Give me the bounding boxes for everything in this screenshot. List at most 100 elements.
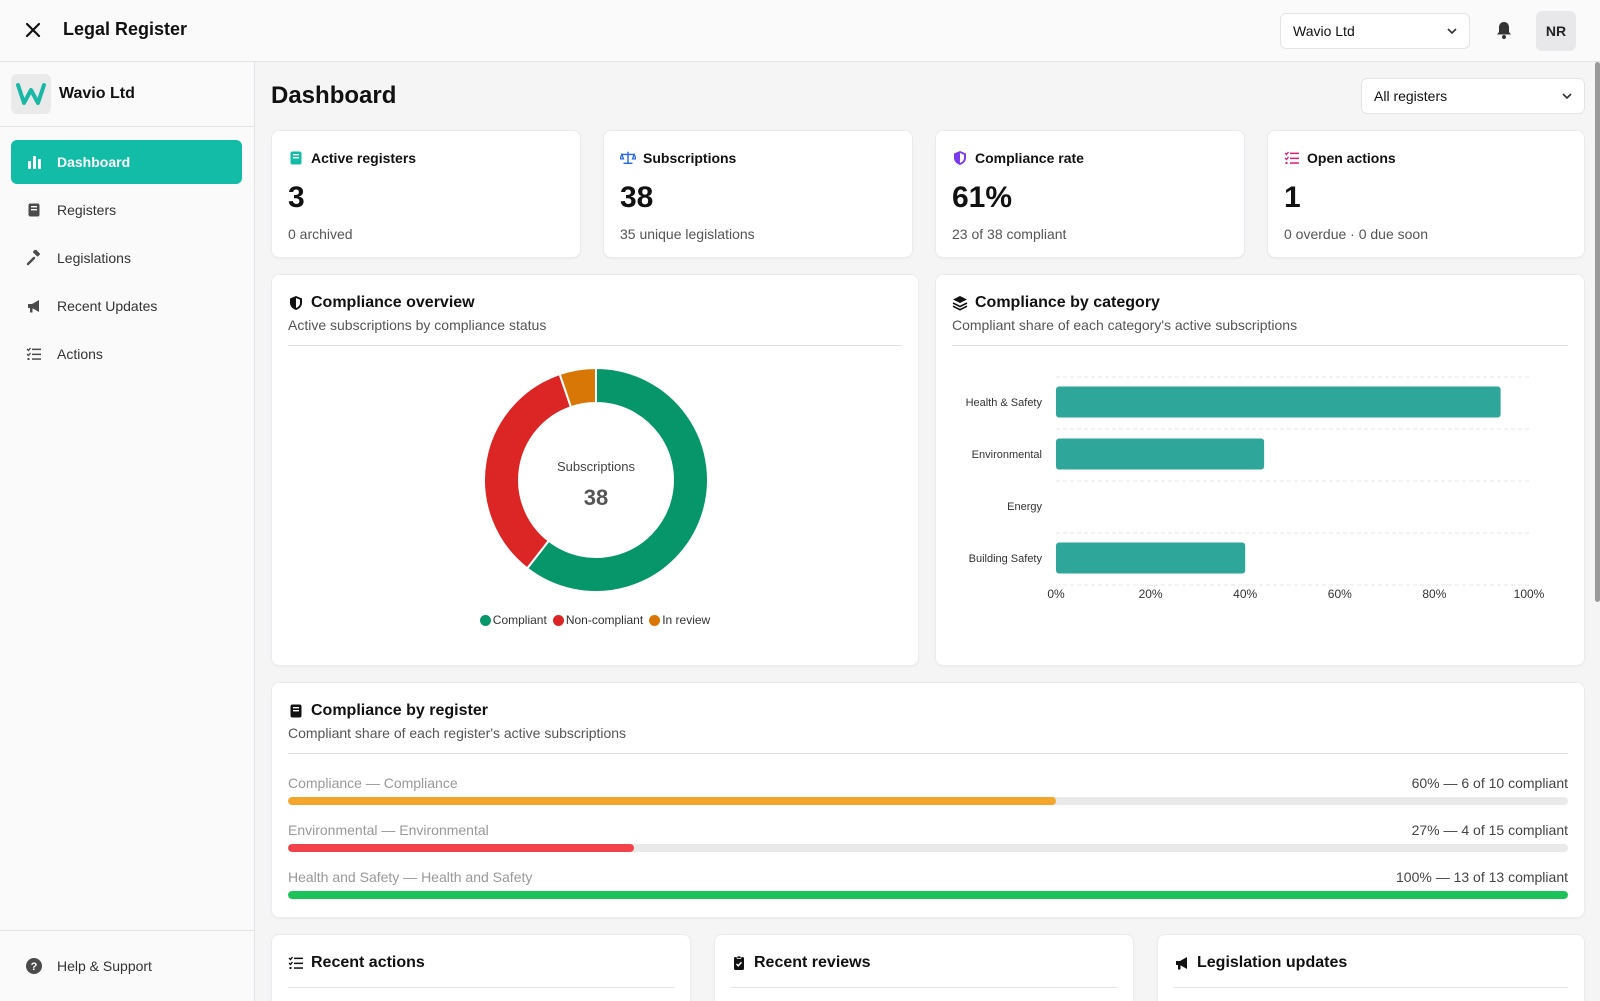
- divider: [288, 753, 1568, 754]
- app-title: Legal Register: [63, 19, 188, 39]
- progress-track: [288, 844, 1568, 852]
- progress-fill: [288, 797, 1056, 805]
- stat-value: 61%: [952, 181, 1013, 214]
- clipboard-check-icon: [731, 955, 747, 971]
- register-value: 27% — 4 of 15 compliant: [1411, 822, 1568, 838]
- megaphone-icon: [25, 297, 43, 315]
- help-icon: ?: [25, 957, 43, 975]
- help-support-link[interactable]: ? Help & Support: [0, 930, 254, 1001]
- x-tick-label: 80%: [1422, 587, 1446, 601]
- section-title: Compliance by register: [311, 702, 488, 719]
- donut-slice-in-review[interactable]: [558, 366, 597, 409]
- close-button[interactable]: [20, 17, 46, 43]
- wavio-logo-icon: [16, 83, 46, 105]
- donut-slice-non-compliant[interactable]: [483, 372, 573, 570]
- category-bar-chart: Health & Safety Environmental Energy Buildi…: [966, 376, 1545, 601]
- sidebar-item-label: Registers: [57, 202, 117, 218]
- legend-label: In review: [662, 613, 711, 627]
- legend-label: Non-compliant: [565, 613, 644, 627]
- checklist-icon: [288, 955, 304, 971]
- stat-card-open-actions: Open actions 1 0 overdue · 0 due soon: [1267, 130, 1585, 258]
- legend-item: Non-compliant: [552, 613, 644, 627]
- compliance-by-register-card: Compliance by register Compliant share o…: [271, 682, 1585, 918]
- category-bar[interactable]: [1056, 386, 1501, 418]
- org-select-value: Wavio Ltd: [1293, 23, 1355, 39]
- sidebar-item-recent-updates[interactable]: Recent Updates: [11, 284, 242, 328]
- sidebar-item-legislations[interactable]: Legislations: [11, 236, 242, 280]
- section-subtitle: Compliant share of each category's activ…: [952, 317, 1298, 333]
- sidebar-nav: Dashboard Registers Legislations Recent …: [11, 140, 242, 380]
- stat-title: Subscriptions: [643, 150, 737, 166]
- sidebar-item-label: Actions: [57, 346, 103, 362]
- x-tick-label: 40%: [1233, 587, 1257, 601]
- stat-subtext: 23 of 38 compliant: [952, 226, 1067, 242]
- register-value: 100% — 13 of 13 compliant: [1396, 869, 1568, 885]
- register-label: Compliance — Compliance: [288, 775, 458, 791]
- book-icon: [25, 201, 43, 219]
- section-subtitle: Active subscriptions by compliance statu…: [288, 317, 547, 333]
- legislation-updates-card: Legislation updates: [1157, 934, 1585, 1001]
- gavel-icon: [25, 249, 43, 267]
- section-subtitle: Compliant share of each register's activ…: [288, 725, 627, 741]
- donut-slice-compliant[interactable]: [525, 366, 709, 593]
- compliance-by-category-card: Compliance by category Compliant share o…: [935, 274, 1585, 666]
- divider: [288, 987, 674, 988]
- x-tick-label: 60%: [1328, 587, 1352, 601]
- category-label: Energy: [1007, 501, 1042, 513]
- bell-icon: [1497, 22, 1511, 39]
- page-title: Dashboard: [271, 82, 397, 109]
- category-label: Health & Safety: [966, 397, 1043, 409]
- recent-actions-card: Recent actions: [271, 934, 691, 1001]
- sidebar-item-registers[interactable]: Registers: [11, 188, 242, 232]
- register-filter-select[interactable]: All registers: [1361, 78, 1585, 114]
- notifications-button[interactable]: [1494, 20, 1516, 42]
- recent-reviews-card: Recent reviews: [714, 934, 1134, 1001]
- divider: [731, 987, 1117, 988]
- compliance-overview-card: Compliance overview Active subscriptions…: [271, 274, 919, 666]
- sidebar-item-dashboard[interactable]: Dashboard: [11, 140, 242, 184]
- sidebar-item-label: Recent Updates: [57, 298, 158, 314]
- progress-track: [288, 797, 1568, 805]
- chevron-down-icon: [1447, 28, 1457, 35]
- avatar[interactable]: NR: [1536, 11, 1576, 51]
- book-icon: [288, 703, 304, 719]
- divider: [288, 345, 902, 346]
- stat-value: 1: [1284, 181, 1301, 214]
- stat-card-compliance-rate: Compliance rate 61% 23 of 38 compliant: [935, 130, 1245, 258]
- sidebar-item-label: Dashboard: [57, 154, 131, 170]
- card-title: Recent reviews: [754, 954, 871, 971]
- org-logo: [11, 74, 51, 114]
- divider: [952, 345, 1568, 346]
- checklist-icon: [1284, 150, 1300, 166]
- close-icon: [25, 22, 41, 38]
- x-tick-label: 20%: [1139, 587, 1163, 601]
- stat-title: Active registers: [311, 150, 417, 166]
- sidebar-org[interactable]: Wavio Ltd: [0, 62, 254, 127]
- megaphone-icon: [1174, 955, 1190, 971]
- section-title: Compliance by category: [975, 294, 1160, 311]
- main-content: Dashboard All registers Active registers…: [255, 62, 1600, 1001]
- org-select[interactable]: Wavio Ltd: [1280, 13, 1470, 49]
- category-bar[interactable]: [1056, 438, 1265, 470]
- org-name: Wavio Ltd: [59, 85, 135, 102]
- progress-track: [288, 891, 1568, 899]
- stat-value: 38: [620, 181, 654, 214]
- section-title: Compliance overview: [311, 294, 475, 311]
- progress-fill: [288, 891, 1568, 899]
- category-bar[interactable]: [1056, 542, 1246, 574]
- main-scrollbar[interactable]: [1595, 62, 1600, 602]
- register-row: Compliance — Compliance 60% — 6 of 10 co…: [288, 775, 1568, 815]
- stat-card-subscriptions: Subscriptions 38 35 unique legislations: [603, 130, 913, 258]
- shield-icon: [952, 150, 968, 166]
- chart-legend: Compliant Non-compliant In review: [272, 613, 918, 627]
- donut-center-label: Subscriptions: [557, 459, 636, 474]
- stat-title: Compliance rate: [975, 150, 1084, 166]
- sidebar-item-actions[interactable]: Actions: [11, 332, 242, 376]
- stat-card-active-registers: Active registers 3 0 archived: [271, 130, 581, 258]
- card-title: Recent actions: [311, 954, 425, 971]
- scales-icon: [620, 150, 636, 166]
- register-value: 60% — 6 of 10 compliant: [1411, 775, 1568, 791]
- chevron-down-icon: [1562, 93, 1572, 100]
- bar-chart-icon: [25, 153, 43, 171]
- stat-subtext: 0 archived: [288, 226, 353, 242]
